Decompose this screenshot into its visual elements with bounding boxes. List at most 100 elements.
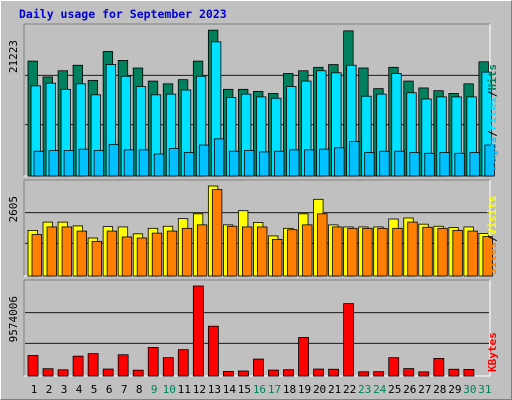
bar-kbytes-22 <box>343 303 355 377</box>
bar-pages-13 <box>213 138 225 177</box>
bar-sites-3 <box>61 226 72 277</box>
bar-pages-17 <box>274 150 285 177</box>
x-tick-label: 16 <box>253 383 266 396</box>
legend-entry: Hits <box>486 64 499 91</box>
x-tick-label: 14 <box>223 383 237 396</box>
bar-kbytes-3 <box>57 369 69 377</box>
x-tick-label: 31 <box>478 383 491 396</box>
bar-pages-26 <box>409 152 420 177</box>
bar-sites-20 <box>317 213 328 277</box>
bar-sites-23 <box>362 227 373 277</box>
bar-pages-10 <box>168 148 180 177</box>
bar-kbytes-19 <box>298 337 309 377</box>
legend-traffic: Pages/Files/Hits <box>486 64 499 170</box>
y-tick-label: 2605 <box>7 196 20 223</box>
x-tick-label: 2 <box>46 383 53 396</box>
bar-pages-22 <box>349 141 360 177</box>
x-tick-label: 23 <box>358 383 371 396</box>
bar-kbytes-7 <box>117 354 129 377</box>
bar-pages-9 <box>153 153 165 177</box>
x-tick-label: 11 <box>178 383 191 396</box>
x-tick-label: 6 <box>106 383 113 396</box>
bar-pages-25 <box>394 150 405 177</box>
bar-sites-22 <box>347 227 358 277</box>
bar-pages-5 <box>93 150 105 177</box>
legend-entry: / <box>486 235 499 242</box>
y-tick-label: 9574006 <box>7 296 20 342</box>
bar-sites-13 <box>211 189 223 277</box>
bar-pages-7 <box>123 149 135 177</box>
bar-pages-8 <box>138 149 150 177</box>
bar-kbytes-24 <box>373 371 385 377</box>
bar-pages-15 <box>244 150 255 177</box>
bar-sites-2 <box>46 226 57 277</box>
bar-pages-21 <box>334 147 345 177</box>
y-tick-label: 21223 <box>7 40 20 73</box>
legend-entry: Pages <box>486 137 499 170</box>
bar-sites-26 <box>407 221 418 277</box>
bar-kbytes-6 <box>102 368 114 377</box>
bar-pages-11 <box>183 152 195 177</box>
x-tick-label: 20 <box>313 383 326 396</box>
bar-sites-28 <box>437 227 448 277</box>
legend-entry: Sites <box>486 242 499 275</box>
x-tick-label: 25 <box>388 383 401 396</box>
bar-kbytes-26 <box>403 368 415 377</box>
bar-pages-12 <box>198 144 210 177</box>
chart-title: Daily usage for September 2023 <box>19 7 227 21</box>
bar-sites-27 <box>422 226 433 277</box>
bar-kbytes-2 <box>42 368 54 377</box>
x-tick-label: 4 <box>76 383 83 396</box>
x-tick-label: 17 <box>268 383 281 396</box>
bar-pages-3 <box>63 150 74 177</box>
bar-pages-24 <box>379 150 390 177</box>
x-tick-label: 22 <box>343 383 356 396</box>
x-tick-label: 19 <box>298 383 311 396</box>
x-tick-label: 18 <box>283 383 296 396</box>
x-tick-label: 3 <box>61 383 68 396</box>
bar-kbytes-15 <box>238 370 249 377</box>
x-tick-label: 21 <box>328 383 341 396</box>
x-tick-label: 13 <box>208 383 221 396</box>
bar-kbytes-28 <box>433 358 445 377</box>
bar-kbytes-1 <box>27 355 39 377</box>
bar-kbytes-27 <box>418 371 430 377</box>
bar-kbytes-21 <box>328 368 340 377</box>
legend-entry: Visits <box>486 196 499 236</box>
bar-sites-21 <box>332 226 343 277</box>
bar-sites-10 <box>166 230 178 277</box>
bar-sites-29 <box>452 229 463 277</box>
x-tick-label: 5 <box>91 383 98 396</box>
x-tick-label: 12 <box>193 383 206 396</box>
bar-pages-19 <box>304 149 315 177</box>
bar-kbytes-8 <box>132 369 144 377</box>
bar-sites-7 <box>121 236 133 277</box>
bar-pages-27 <box>424 152 435 177</box>
bar-sites-16 <box>257 226 268 277</box>
x-tick-label: 28 <box>433 383 446 396</box>
bar-pages-4 <box>78 148 89 177</box>
bar-sites-5 <box>91 241 103 277</box>
bar-kbytes-12 <box>192 285 204 377</box>
bar-sites-30 <box>467 230 478 277</box>
bar-pages-1 <box>33 150 44 177</box>
bar-kbytes-20 <box>313 368 324 377</box>
bar-kbytes-17 <box>268 369 279 377</box>
legend-volume: KBytes <box>486 332 499 372</box>
bar-sites-6 <box>106 230 118 277</box>
legend-entry: Files <box>486 97 499 130</box>
bar-sites-17 <box>272 238 283 277</box>
x-tick-label: 1 <box>31 383 38 396</box>
bar-kbytes-18 <box>283 369 294 377</box>
bar-kbytes-30 <box>463 369 475 377</box>
bar-kbytes-4 <box>72 355 84 377</box>
bar-sites-31 <box>482 236 493 277</box>
bar-pages-31 <box>484 144 495 177</box>
bar-pages-20 <box>319 148 330 177</box>
x-tick-label: 26 <box>403 383 416 396</box>
legend-visitors: Sites/Visits <box>486 196 499 276</box>
x-tick-label: 24 <box>373 383 387 396</box>
bar-pages-14 <box>228 150 240 177</box>
bar-sites-1 <box>31 234 42 277</box>
